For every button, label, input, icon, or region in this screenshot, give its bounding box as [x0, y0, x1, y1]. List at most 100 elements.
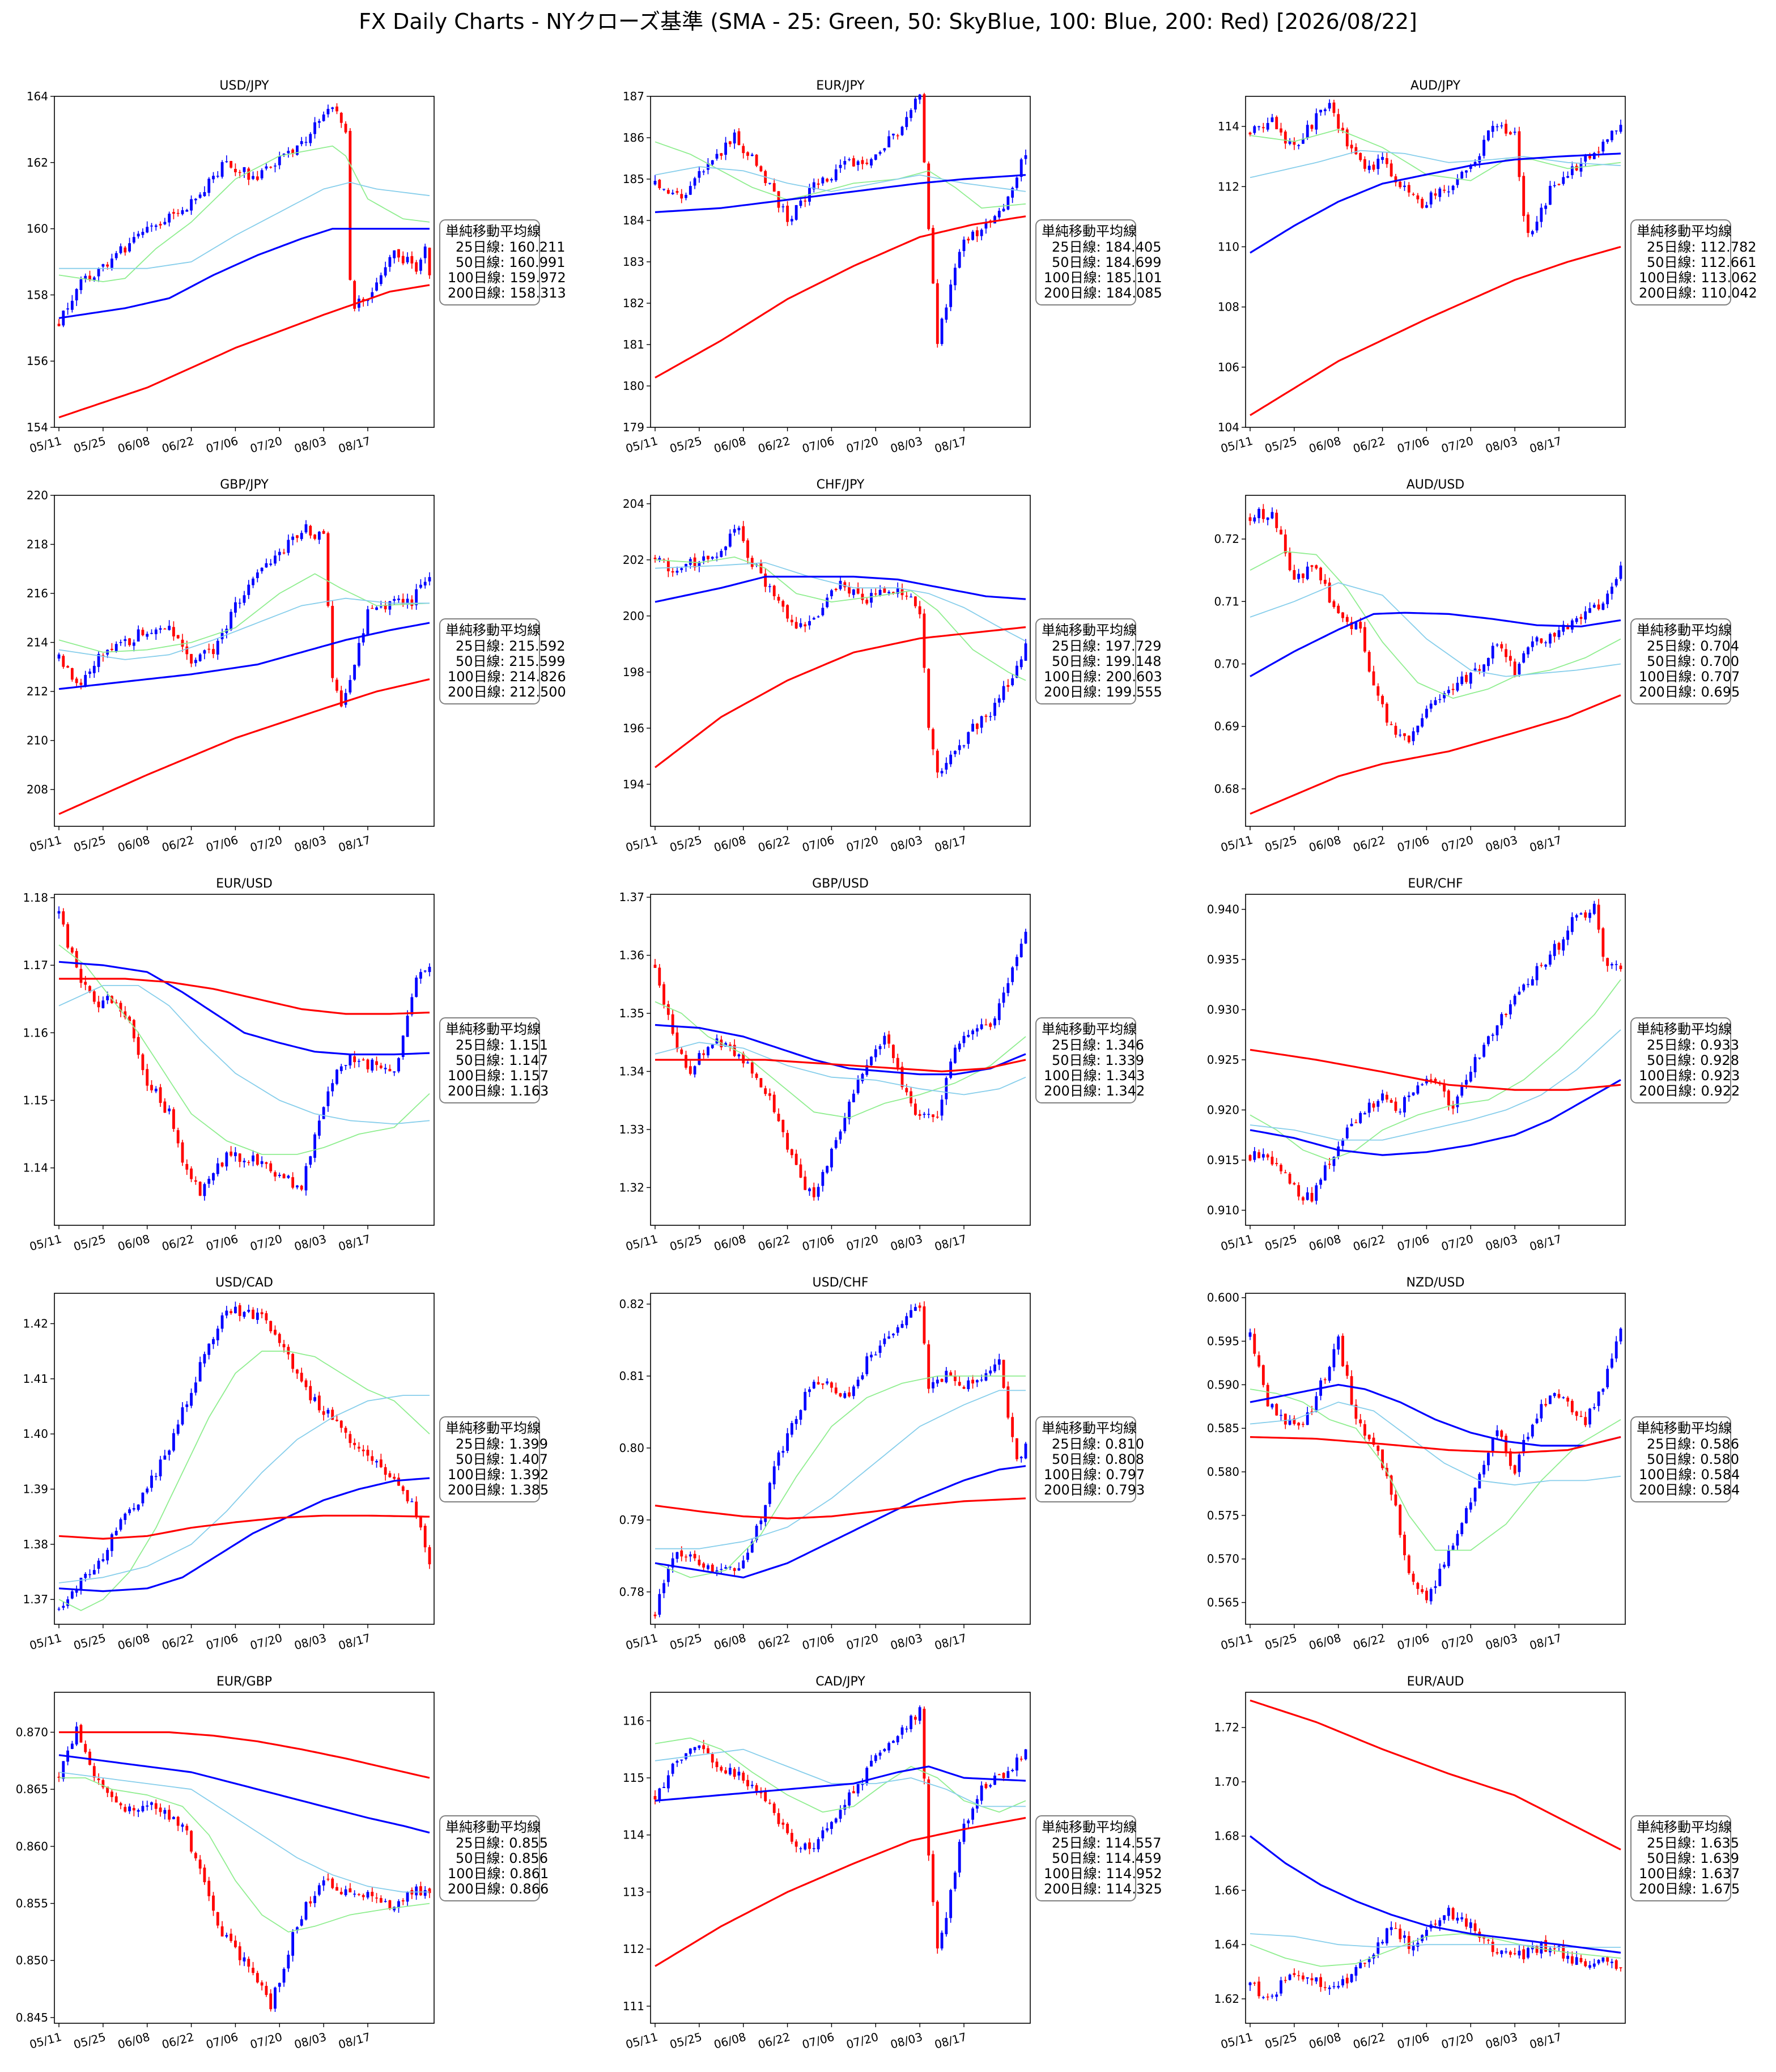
candle: [826, 1378, 829, 1386]
candle: [1487, 657, 1490, 671]
candle: [870, 158, 873, 168]
candle: [993, 698, 996, 721]
candle: [1425, 1587, 1428, 1603]
candle: [702, 1561, 706, 1572]
sma-box-line: 25日線: 215.592: [456, 638, 566, 654]
candle: [88, 668, 91, 678]
candle: [1473, 663, 1477, 672]
candle: [349, 128, 352, 281]
candle: [742, 1770, 745, 1784]
y-tick-label: 0.845: [16, 2011, 48, 2024]
candle: [128, 638, 131, 647]
candle: [1465, 170, 1468, 179]
candle: [296, 145, 299, 156]
candle: [300, 1368, 303, 1383]
candle: [1473, 1487, 1477, 1506]
candle: [1425, 202, 1428, 209]
candle: [1293, 1415, 1296, 1426]
candle: [954, 750, 957, 757]
candle: [1505, 1013, 1507, 1018]
candle: [1566, 925, 1569, 945]
candle: [230, 1146, 233, 1157]
x-tick-label: 07/20: [1440, 2030, 1475, 2052]
candle: [379, 1063, 383, 1069]
candle: [124, 245, 127, 256]
candle: [111, 253, 113, 271]
candle: [371, 1887, 374, 1902]
candle: [97, 1558, 100, 1574]
candle: [168, 1449, 171, 1460]
x-tick-label: 05/25: [668, 2030, 703, 2052]
candle: [106, 1547, 109, 1565]
y-tick-label: 156: [27, 354, 48, 368]
candle: [339, 1420, 343, 1433]
sma-box-line: 25日線: 114.557: [1052, 1835, 1162, 1851]
candle: [1500, 1429, 1503, 1441]
candle: [384, 261, 387, 278]
candle: [163, 1450, 167, 1460]
sma-box-line: 50日線: 184.699: [1052, 254, 1162, 270]
candle: [790, 1148, 793, 1158]
candle: [711, 1752, 714, 1769]
candle: [304, 1901, 308, 1921]
sma-box-line: 100日線: 1.392: [448, 1467, 549, 1483]
candle: [393, 1071, 396, 1076]
candle: [1588, 152, 1591, 160]
candle: [397, 1057, 400, 1073]
candle: [260, 1980, 264, 1991]
candle: [808, 615, 811, 630]
candle: [70, 1740, 74, 1750]
candle: [724, 1565, 727, 1569]
candle: [234, 1147, 237, 1162]
sma-box-line: 100日線: 200.603: [1044, 669, 1162, 685]
candle: [243, 1311, 246, 1319]
candle: [728, 529, 732, 548]
candle: [910, 1714, 912, 1733]
plot-area: [54, 1692, 435, 2024]
candle: [817, 1376, 820, 1385]
candle: [317, 530, 321, 544]
x-tick-label: 08/03: [293, 1631, 328, 1653]
x-tick-label: 07/20: [1440, 1232, 1475, 1254]
x-tick-label: 06/22: [160, 2030, 196, 2052]
candle: [1280, 122, 1282, 136]
x-tick-label: 06/08: [1307, 1631, 1342, 1653]
candle: [1553, 1944, 1556, 1955]
candle: [984, 1369, 988, 1382]
candle: [680, 189, 683, 203]
candle: [203, 649, 206, 660]
sma-box-heading: 単純移動平均線: [1637, 622, 1732, 638]
candle: [132, 1804, 135, 1816]
candle: [1319, 109, 1322, 116]
candle: [958, 1839, 961, 1878]
candle: [989, 712, 992, 721]
sma100-line: [1250, 152, 1621, 254]
candle: [66, 665, 69, 668]
candle: [1019, 1756, 1023, 1762]
candle: [278, 1332, 281, 1347]
x-tick-label: 05/11: [28, 1631, 63, 1653]
candle: [101, 1553, 105, 1563]
x-tick-label: 05/11: [1219, 833, 1254, 855]
candle: [159, 625, 162, 634]
panel-title: NZD/USD: [1407, 1276, 1465, 1290]
candle: [702, 1050, 706, 1059]
candle: [1491, 1937, 1494, 1957]
candle: [1363, 1111, 1366, 1115]
candle: [693, 1747, 696, 1753]
candle: [406, 1490, 409, 1504]
candle: [1522, 651, 1526, 664]
candle: [1491, 1033, 1494, 1041]
y-tick-label: 0.855: [16, 1897, 48, 1910]
sma50-line: [59, 181, 430, 269]
candle: [238, 1942, 241, 1965]
candle: [812, 1842, 815, 1852]
candle: [689, 1748, 692, 1757]
candle: [759, 1518, 763, 1530]
y-tick-label: 216: [27, 587, 48, 600]
candle: [900, 126, 904, 137]
